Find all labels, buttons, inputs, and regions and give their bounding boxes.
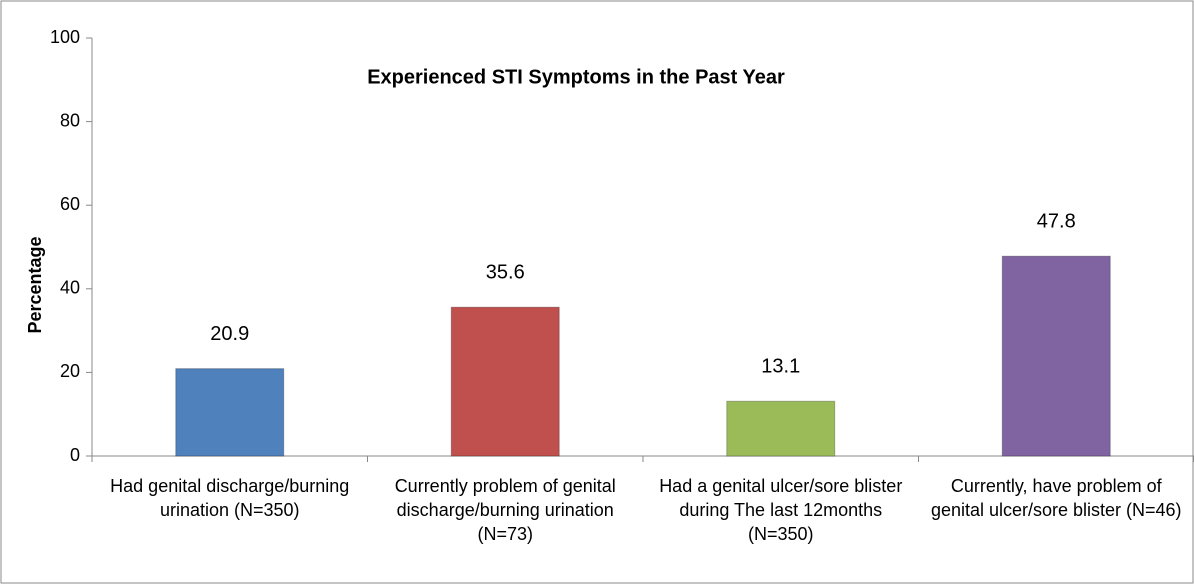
y-tick-label: 100: [50, 27, 80, 47]
chart-title: Experienced STI Symptoms in the Past Yea…: [367, 66, 785, 88]
y-tick-label: 60: [60, 194, 80, 214]
value-label: 47.8: [1037, 210, 1076, 232]
value-label: 20.9: [210, 323, 249, 345]
bar: [175, 368, 285, 457]
bar: [726, 400, 836, 457]
y-tick-label: 40: [60, 278, 80, 298]
x-tick-label: Currently problem of genital discharge/b…: [394, 476, 616, 544]
bar: [450, 306, 560, 457]
value-label: 35.6: [486, 261, 525, 283]
x-tick-label: Had a genital ulcer/sore blister during …: [659, 476, 903, 544]
y-tick-label: 20: [60, 361, 80, 381]
bar: [1001, 255, 1111, 457]
y-axis-label: Percentage: [25, 236, 45, 333]
x-tick-label: Currently, have problem of genital ulcer…: [930, 476, 1182, 520]
value-label: 13.1: [761, 356, 800, 378]
y-tick-label: 80: [60, 110, 80, 130]
x-tick-label: Had genital discharge/burning urination …: [110, 476, 350, 520]
y-tick-label: 0: [70, 445, 80, 465]
